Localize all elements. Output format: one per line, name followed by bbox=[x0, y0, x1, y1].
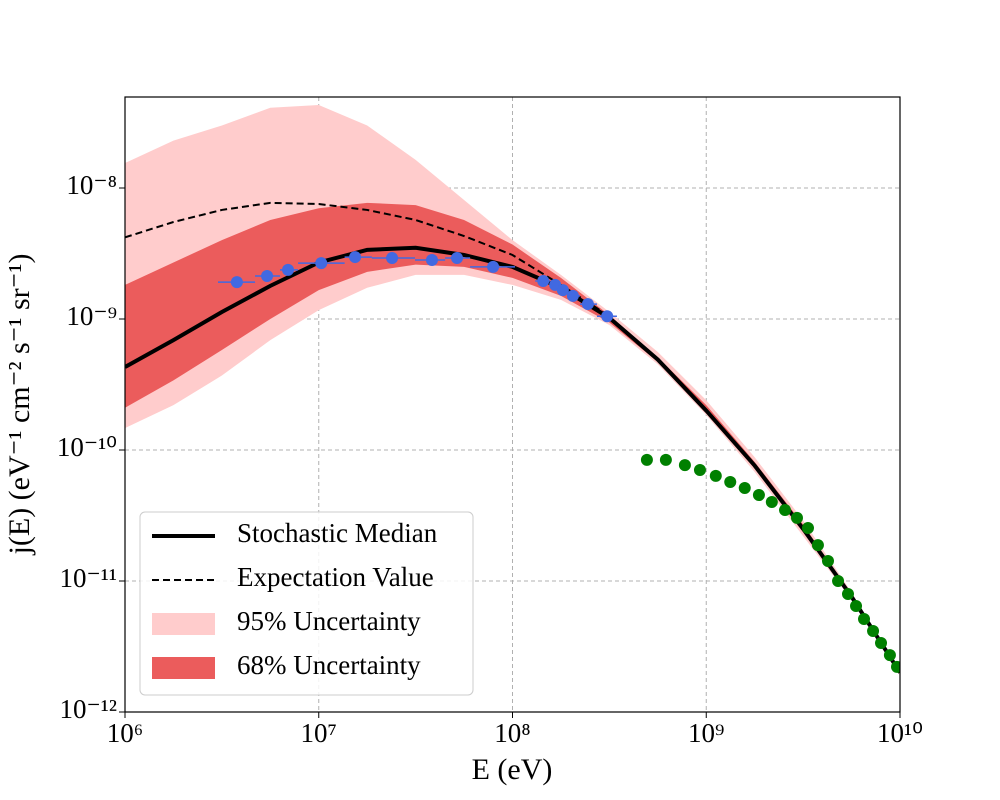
y-tick-label: 10⁻¹⁰ bbox=[57, 432, 117, 462]
data-point bbox=[386, 252, 399, 265]
data-point bbox=[487, 260, 500, 273]
data-point bbox=[693, 464, 706, 477]
y-tick-label: 10⁻¹² bbox=[60, 694, 117, 724]
data-point bbox=[678, 459, 691, 472]
data-point bbox=[738, 481, 751, 494]
data-point bbox=[315, 257, 328, 270]
legend-label: Stochastic Median bbox=[237, 518, 438, 548]
data-point bbox=[566, 289, 579, 302]
data-point bbox=[867, 625, 880, 638]
data-point bbox=[261, 269, 274, 282]
x-tick-label: 10¹⁰ bbox=[877, 718, 923, 748]
y-axis-label: j(E) (eV⁻¹ cm⁻² s⁻¹ sr⁻¹) bbox=[3, 254, 36, 556]
data-point bbox=[891, 660, 900, 673]
data-point bbox=[801, 521, 814, 534]
data-point bbox=[601, 310, 614, 323]
data-point bbox=[850, 600, 863, 613]
data-point bbox=[832, 574, 845, 587]
x-tick-label: 10⁶ bbox=[107, 718, 143, 748]
data-point bbox=[841, 587, 854, 600]
data-point bbox=[724, 475, 737, 488]
data-point bbox=[779, 504, 792, 517]
data-point bbox=[230, 276, 243, 289]
data-point bbox=[822, 555, 835, 568]
data-point bbox=[858, 612, 871, 625]
data-point bbox=[349, 251, 362, 264]
x-tick-label: 10⁷ bbox=[301, 718, 337, 748]
plot-area bbox=[125, 105, 900, 676]
data-point bbox=[282, 263, 295, 276]
legend-label: Expectation Value bbox=[237, 562, 434, 592]
data-point bbox=[752, 489, 765, 502]
legend: Stochastic Median Expectation Value 95% Un… bbox=[139, 511, 474, 696]
data-point bbox=[811, 539, 824, 552]
data-point bbox=[450, 252, 463, 265]
data-point bbox=[425, 254, 438, 267]
data-point bbox=[659, 453, 672, 466]
data-point bbox=[581, 298, 594, 311]
ticks: 10⁶ 10⁷ 10⁸ 10⁹ 10¹⁰ 10⁻¹² 10⁻¹¹ 10⁻¹⁰ 10⁻⁹ 10⁻⁸ bbox=[57, 170, 923, 748]
data-point bbox=[537, 275, 550, 288]
y-tick-label: 10⁻⁸ bbox=[66, 170, 117, 200]
data-point bbox=[556, 284, 569, 297]
x-tick-label: 10⁸ bbox=[494, 718, 530, 748]
y-tick-label: 10⁻¹¹ bbox=[60, 563, 117, 593]
data-point bbox=[883, 649, 896, 662]
legend-swatch bbox=[152, 657, 215, 679]
data-point bbox=[709, 469, 722, 482]
legend-label: 95% Uncertainty bbox=[237, 606, 421, 636]
y-tick-label: 10⁻⁹ bbox=[66, 301, 117, 331]
series-line bbox=[125, 201, 610, 318]
legend-label: 68% Uncertainty bbox=[237, 650, 421, 680]
x-axis-label: E (eV) bbox=[472, 753, 553, 786]
data-point bbox=[790, 511, 803, 524]
x-tick-label: 10⁹ bbox=[688, 718, 724, 748]
legend-swatch bbox=[152, 613, 215, 635]
data-point bbox=[875, 637, 888, 650]
legend-box bbox=[139, 511, 474, 696]
data-point bbox=[640, 453, 653, 466]
uncertainty-band bbox=[125, 202, 900, 675]
data-point bbox=[765, 495, 778, 508]
